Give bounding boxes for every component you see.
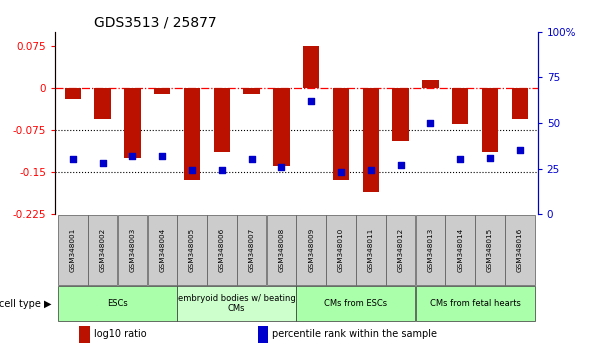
Bar	[58, 286, 177, 321]
Bar	[184, 88, 200, 181]
Point	[515, 148, 525, 153]
Bar	[303, 46, 320, 88]
Text: GSM348009: GSM348009	[308, 228, 314, 272]
Point	[366, 167, 376, 173]
Bar	[505, 215, 535, 285]
Point	[425, 120, 435, 126]
Bar	[177, 286, 296, 321]
Text: GSM348012: GSM348012	[398, 228, 404, 272]
Text: GSM348011: GSM348011	[368, 228, 374, 272]
Text: GSM348007: GSM348007	[249, 228, 255, 272]
Text: GSM348006: GSM348006	[219, 228, 225, 272]
Bar	[422, 80, 439, 88]
Point	[247, 156, 257, 162]
Bar	[511, 88, 528, 119]
Bar	[95, 88, 111, 119]
Point	[306, 98, 316, 104]
Bar	[154, 88, 170, 93]
Bar	[237, 215, 266, 285]
Point	[158, 153, 167, 159]
Bar	[386, 215, 415, 285]
Bar	[415, 286, 535, 321]
Point	[217, 167, 227, 173]
Text: GSM348013: GSM348013	[428, 228, 433, 272]
Bar	[482, 88, 498, 153]
Bar	[88, 215, 117, 285]
Bar	[266, 215, 296, 285]
Point	[128, 153, 137, 159]
Bar	[207, 215, 236, 285]
Bar	[214, 88, 230, 153]
Bar	[118, 215, 147, 285]
Text: GSM348004: GSM348004	[159, 228, 165, 272]
Bar	[445, 215, 475, 285]
Bar	[147, 215, 177, 285]
Bar	[356, 215, 386, 285]
Text: GSM348015: GSM348015	[487, 228, 493, 272]
Text: GDS3513 / 25877: GDS3513 / 25877	[93, 15, 216, 29]
Bar	[258, 326, 268, 343]
Text: GSM348001: GSM348001	[70, 228, 76, 272]
Text: GSM348005: GSM348005	[189, 228, 195, 272]
Text: GSM348016: GSM348016	[517, 228, 523, 272]
Bar	[475, 215, 505, 285]
Point	[68, 156, 78, 162]
Text: ESCs: ESCs	[107, 299, 128, 308]
Bar	[124, 88, 141, 158]
Point	[98, 160, 108, 166]
Text: embryoid bodies w/ beating
CMs: embryoid bodies w/ beating CMs	[178, 294, 296, 313]
Text: GSM348002: GSM348002	[100, 228, 106, 272]
Text: GSM348008: GSM348008	[279, 228, 285, 272]
Bar	[58, 215, 87, 285]
Point	[396, 162, 406, 168]
Text: CMs from ESCs: CMs from ESCs	[324, 299, 387, 308]
Point	[336, 169, 346, 175]
Text: GSM348003: GSM348003	[130, 228, 136, 272]
Bar	[177, 215, 207, 285]
Text: CMs from fetal hearts: CMs from fetal hearts	[430, 299, 521, 308]
Bar	[273, 88, 290, 166]
Bar	[243, 88, 260, 93]
Bar	[296, 215, 326, 285]
Text: GSM348014: GSM348014	[457, 228, 463, 272]
Text: GSM348010: GSM348010	[338, 228, 344, 272]
Bar	[296, 286, 415, 321]
Text: log10 ratio: log10 ratio	[93, 330, 146, 339]
Point	[455, 156, 465, 162]
Bar	[79, 326, 90, 343]
Bar	[415, 215, 445, 285]
Text: percentile rank within the sample: percentile rank within the sample	[272, 330, 437, 339]
Bar	[333, 88, 349, 181]
Bar	[326, 215, 356, 285]
Bar	[65, 88, 81, 99]
Bar	[392, 88, 409, 141]
Point	[277, 164, 287, 170]
Bar	[363, 88, 379, 192]
Point	[485, 155, 495, 160]
Bar	[452, 88, 469, 124]
Text: cell type ▶: cell type ▶	[0, 298, 52, 309]
Point	[187, 167, 197, 173]
